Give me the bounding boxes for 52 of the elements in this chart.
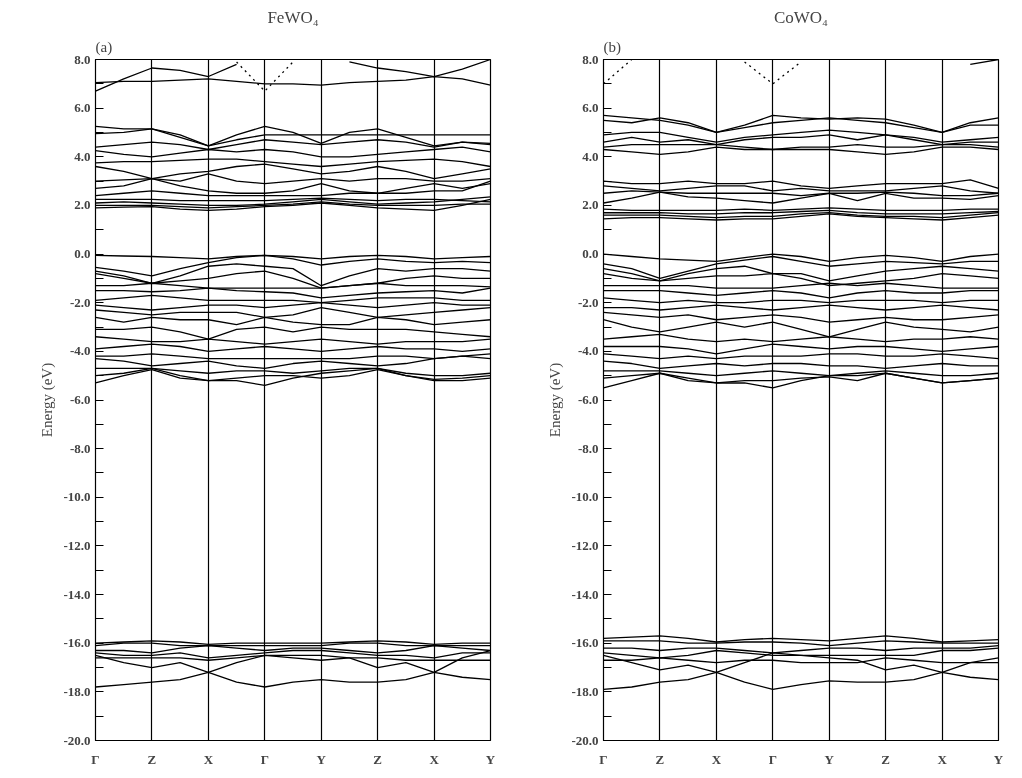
x-tick-label: Γ — [91, 751, 100, 767]
text: (a) — [95, 38, 113, 56]
y-tick-label: 6.0 — [74, 100, 91, 116]
y-tick-label: -4.0 — [577, 343, 599, 359]
y-tick-label: -16.0 — [63, 635, 91, 651]
x-tick-label: X — [711, 751, 722, 767]
y-tick-label: 4.0 — [582, 148, 599, 164]
y-axis-title: Energy (eV) — [39, 362, 57, 438]
y-tick-label: 2.0 — [582, 197, 599, 213]
y-tick-label: -18.0 — [571, 683, 599, 699]
x-tick-label: Z — [147, 751, 157, 767]
y-tick-label: 0.0 — [582, 246, 599, 262]
x-tick-label: Γ — [260, 751, 269, 767]
y-tick-label: -8.0 — [69, 440, 91, 456]
y-tick-label: 2.0 — [74, 197, 91, 213]
y-axis-title: Energy (eV) — [547, 362, 565, 438]
chart-title: CoWO₄ — [773, 7, 829, 27]
y-tick-label: -14.0 — [571, 586, 599, 602]
x-tick-label: Y — [485, 751, 496, 767]
y-tick-label: -6.0 — [69, 392, 91, 407]
y-tick-label: -12.0 — [571, 537, 599, 553]
y-tick-label: 8.0 — [74, 51, 91, 67]
y-tick-label: -2.0 — [69, 294, 91, 310]
x-tick-label: Y — [824, 751, 835, 767]
y-tick-label: -20.0 — [63, 732, 91, 748]
y-tick-label: -18.0 — [63, 683, 91, 699]
x-tick-label: X — [203, 751, 214, 767]
y-tick-label: -10.0 — [63, 489, 91, 505]
y-tick-label: -14.0 — [63, 586, 91, 602]
chart-title: FeWO₄ — [267, 7, 319, 27]
y-tick-label: -16.0 — [571, 635, 599, 651]
y-tick-label: -2.0 — [577, 294, 599, 310]
x-tick-label: Y — [316, 751, 327, 767]
x-tick-label: Γ — [599, 751, 608, 767]
x-tick-label: X — [429, 751, 440, 767]
x-tick-label: Z — [881, 751, 891, 767]
y-tick-label: 8.0 — [582, 51, 599, 67]
y-tick-label: -20.0 — [571, 732, 599, 748]
x-tick-label: Z — [655, 751, 665, 767]
y-tick-label: -6.0 — [577, 392, 599, 407]
y-tick-label: 0.0 — [74, 246, 91, 262]
text: (b) — [603, 38, 621, 56]
y-tick-label: -10.0 — [571, 489, 599, 505]
x-tick-label: Y — [993, 751, 1004, 767]
y-tick-label: 6.0 — [582, 100, 599, 116]
x-tick-label: Z — [373, 751, 383, 767]
x-tick-label: Γ — [768, 751, 777, 767]
x-tick-label: X — [937, 751, 948, 767]
y-tick-label: -8.0 — [577, 440, 599, 456]
y-tick-label: -12.0 — [63, 537, 91, 553]
y-tick-label: 4.0 — [74, 148, 91, 164]
y-tick-label: -4.0 — [69, 343, 91, 359]
